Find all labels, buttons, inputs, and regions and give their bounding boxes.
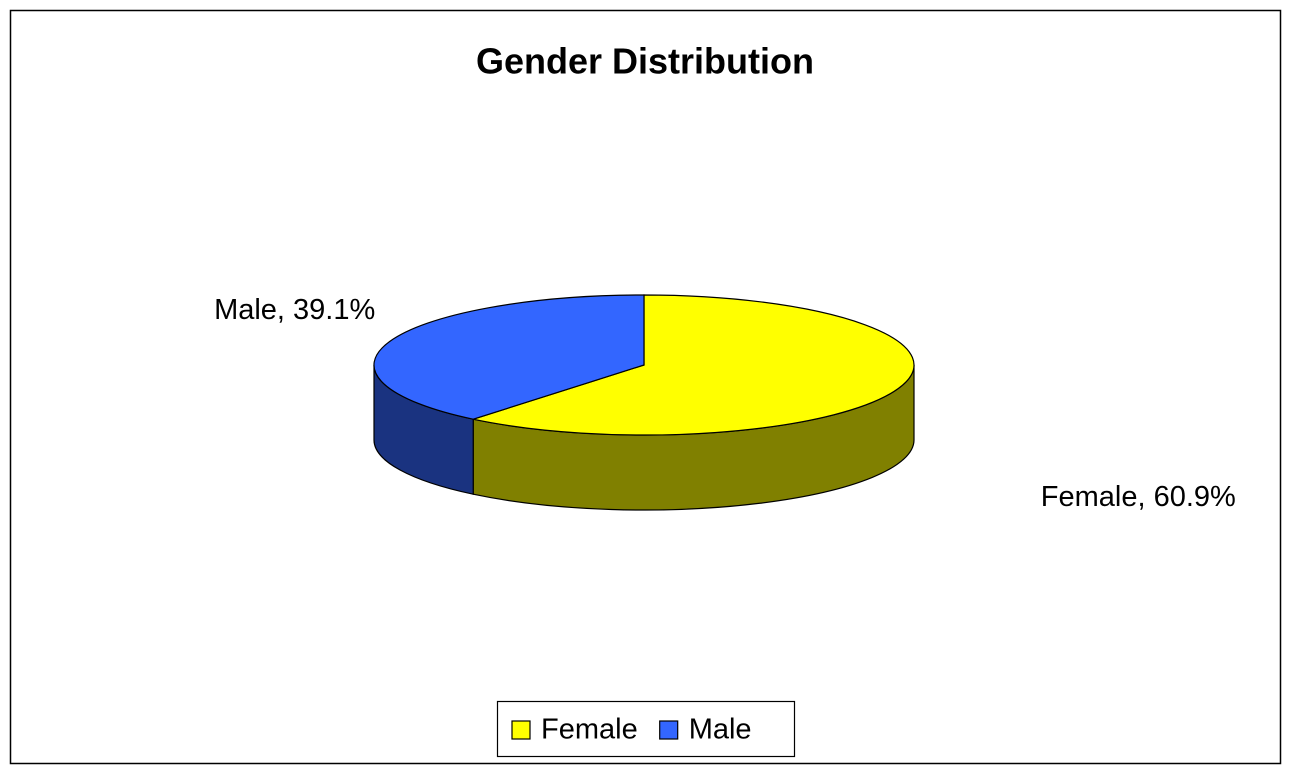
legend-label: Male [689, 714, 752, 746]
legend-label: Female [541, 714, 638, 746]
pie-slice [373, 294, 645, 420]
legend-box [496, 700, 796, 758]
legend-swatch [659, 720, 679, 740]
data-label: Female, 60.9% [1041, 481, 1236, 513]
pie-slice [470, 294, 915, 436]
chart-title: Gender Distribution [476, 41, 814, 82]
data-label: Male, 39.1% [214, 294, 375, 326]
legend-swatch [511, 720, 531, 740]
